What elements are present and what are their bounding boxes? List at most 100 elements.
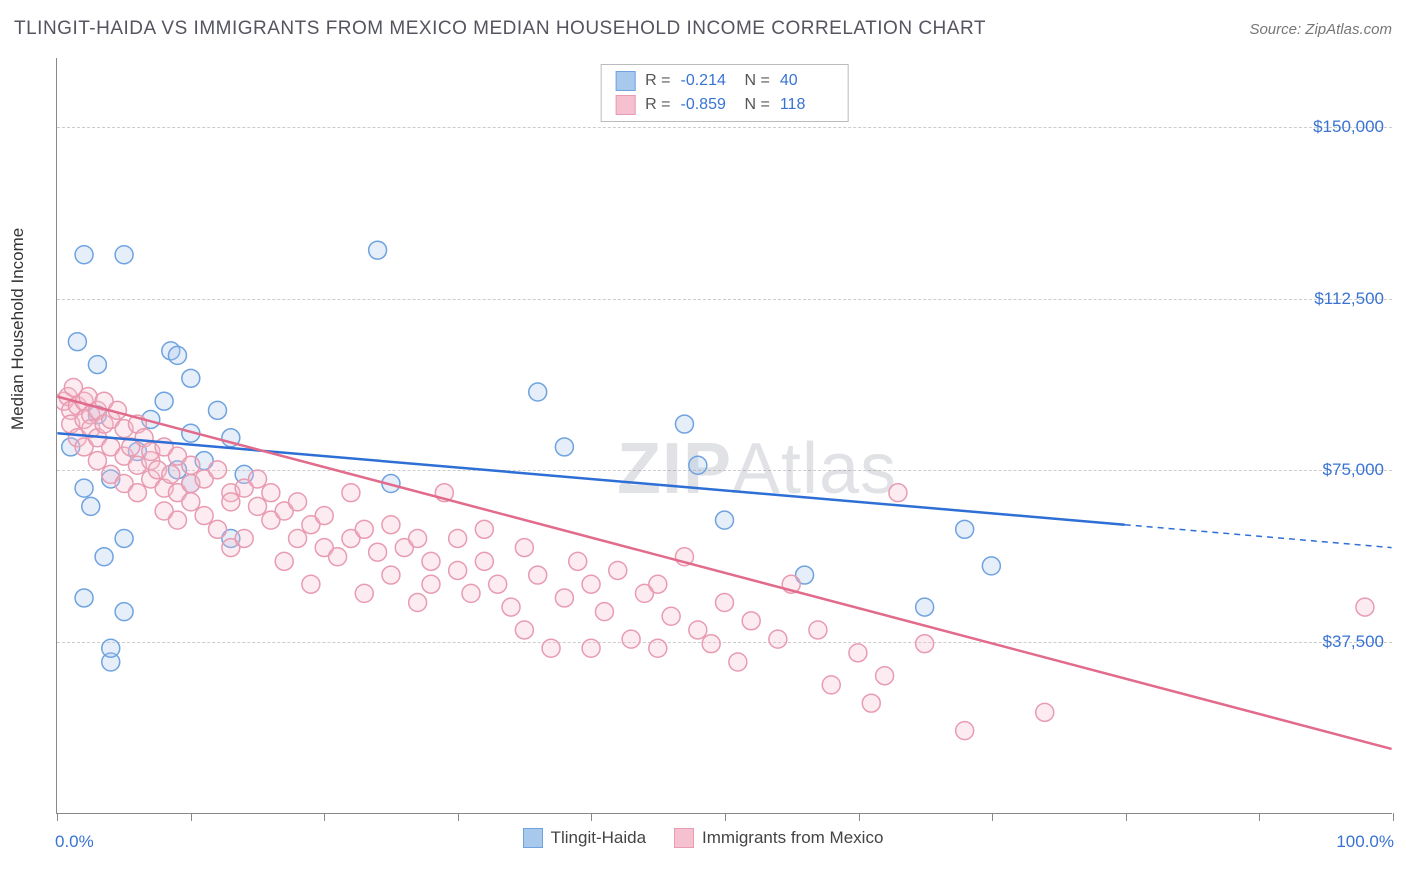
regression-line-series-1 (57, 397, 1391, 749)
scatter-point-series-1 (569, 552, 587, 570)
x-tick (458, 813, 459, 821)
scatter-point-series-0 (75, 589, 93, 607)
scatter-point-series-0 (168, 346, 186, 364)
scatter-point-series-1 (502, 598, 520, 616)
scatter-point-series-1 (422, 575, 440, 593)
scatter-point-series-1 (862, 694, 880, 712)
scatter-point-series-1 (769, 630, 787, 648)
scatter-point-series-1 (1036, 703, 1054, 721)
scatter-point-series-1 (662, 607, 680, 625)
scatter-point-series-1 (689, 621, 707, 639)
scatter-point-series-1 (702, 635, 720, 653)
scatter-point-series-0 (182, 369, 200, 387)
scatter-point-series-1 (529, 566, 547, 584)
scatter-point-series-0 (68, 333, 86, 351)
scatter-point-series-1 (409, 529, 427, 547)
scatter-point-series-1 (209, 461, 227, 479)
scatter-point-series-0 (956, 520, 974, 538)
header: TLINGIT-HAIDA VS IMMIGRANTS FROM MEXICO … (14, 18, 1392, 40)
scatter-point-series-0 (529, 383, 547, 401)
x-tick (324, 813, 325, 821)
scatter-point-series-1 (849, 644, 867, 662)
x-tick (591, 813, 592, 821)
scatter-point-series-0 (102, 639, 120, 657)
scatter-point-series-0 (155, 392, 173, 410)
scatter-point-series-1 (475, 520, 493, 538)
scatter-point-series-1 (182, 493, 200, 511)
regression-line-extension-series-0 (1125, 525, 1392, 548)
scatter-point-series-1 (195, 507, 213, 525)
scatter-point-series-1 (876, 667, 894, 685)
scatter-point-series-1 (475, 552, 493, 570)
x-tick (725, 813, 726, 821)
scatter-point-series-1 (235, 529, 253, 547)
x-tick (1126, 813, 1127, 821)
stats-row-series-0: R = -0.214 N = 40 (615, 69, 834, 93)
x-tick (1259, 813, 1260, 821)
legend-swatch-0 (523, 828, 543, 848)
legend-item-1: Immigrants from Mexico (674, 828, 883, 848)
scatter-point-series-1 (609, 561, 627, 579)
scatter-point-series-0 (675, 415, 693, 433)
scatter-point-series-1 (422, 552, 440, 570)
scatter-point-series-0 (369, 241, 387, 259)
scatter-point-series-1 (889, 484, 907, 502)
scatter-point-series-1 (742, 612, 760, 630)
scatter-point-series-1 (595, 603, 613, 621)
scatter-point-series-0 (689, 456, 707, 474)
scatter-point-series-1 (449, 561, 467, 579)
scatter-point-series-1 (382, 566, 400, 584)
scatter-point-series-1 (369, 543, 387, 561)
scatter-point-series-1 (462, 584, 480, 602)
scatter-point-series-1 (822, 676, 840, 694)
x-tick (1393, 813, 1394, 821)
scatter-point-series-1 (582, 575, 600, 593)
scatter-point-series-1 (262, 484, 280, 502)
scatter-point-series-1 (555, 589, 573, 607)
scatter-point-series-1 (382, 516, 400, 534)
scatter-point-series-1 (168, 511, 186, 529)
scatter-point-series-1 (162, 465, 180, 483)
scatter-point-series-0 (555, 438, 573, 456)
scatter-point-series-1 (329, 548, 347, 566)
scatter-point-series-1 (88, 452, 106, 470)
scatter-point-series-0 (716, 511, 734, 529)
scatter-point-series-1 (315, 507, 333, 525)
scatter-point-series-1 (275, 552, 293, 570)
x-tick (57, 813, 58, 821)
scatter-point-series-0 (88, 356, 106, 374)
scatter-point-series-1 (542, 639, 560, 657)
y-axis-label: Median Household Income (8, 228, 28, 430)
scatter-point-series-0 (916, 598, 934, 616)
legend-item-0: Tlingit-Haida (523, 828, 646, 848)
scatter-point-series-1 (622, 630, 640, 648)
scatter-point-series-0 (75, 246, 93, 264)
scatter-point-series-1 (222, 493, 240, 511)
scatter-point-series-0 (209, 401, 227, 419)
scatter-point-series-1 (302, 575, 320, 593)
swatch-series-1 (615, 95, 635, 115)
scatter-point-series-1 (582, 639, 600, 657)
x-tick (191, 813, 192, 821)
scatter-point-series-1 (249, 497, 267, 515)
scatter-point-series-1 (729, 653, 747, 671)
stats-row-series-1: R = -0.859 N = 118 (615, 93, 834, 117)
scatter-point-series-0 (95, 548, 113, 566)
scatter-point-series-0 (115, 603, 133, 621)
chart-title: TLINGIT-HAIDA VS IMMIGRANTS FROM MEXICO … (14, 18, 986, 40)
scatter-point-series-1 (249, 470, 267, 488)
scatter-point-series-1 (1356, 598, 1374, 616)
bottom-legend: Tlingit-Haida Immigrants from Mexico (0, 828, 1406, 848)
scatter-point-series-1 (182, 456, 200, 474)
scatter-point-series-1 (128, 484, 146, 502)
scatter-point-series-0 (115, 529, 133, 547)
scatter-point-series-1 (515, 539, 533, 557)
scatter-point-series-1 (209, 520, 227, 538)
scatter-point-series-0 (982, 557, 1000, 575)
scatter-point-series-1 (449, 529, 467, 547)
swatch-series-0 (615, 71, 635, 91)
scatter-point-series-1 (289, 529, 307, 547)
scatter-point-series-0 (115, 246, 133, 264)
source-attribution: Source: ZipAtlas.com (1249, 21, 1392, 38)
legend-swatch-1 (674, 828, 694, 848)
